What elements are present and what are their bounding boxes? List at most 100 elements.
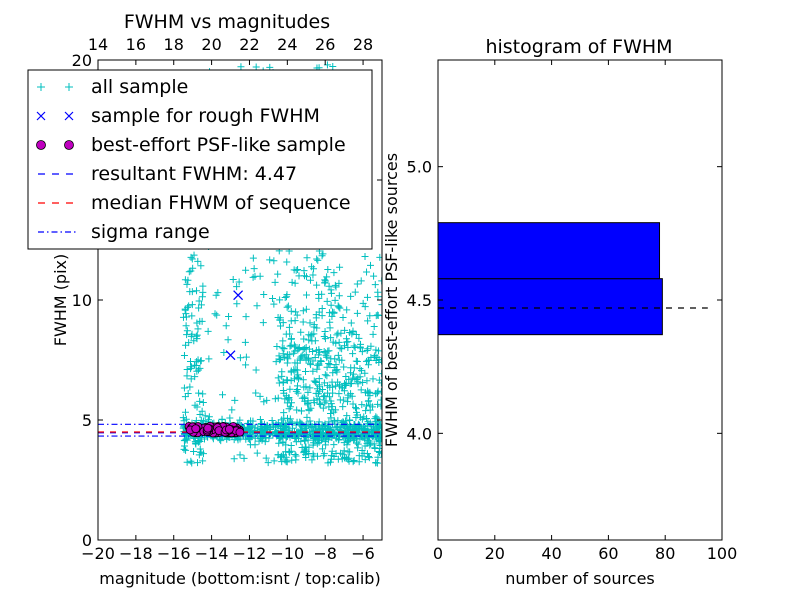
all-sample-point [37, 83, 45, 91]
all-sample-point [252, 63, 260, 71]
all-sample-point [357, 367, 365, 375]
all-sample-point [286, 403, 294, 411]
all-sample-point [298, 394, 306, 402]
all-sample-point [196, 317, 204, 325]
all-sample-point [183, 331, 191, 339]
legend-label: sample for rough FWHM [91, 105, 320, 127]
all-sample-point [363, 402, 371, 410]
all-sample-point [332, 361, 340, 369]
all-sample-point [286, 385, 294, 393]
all-sample-point [372, 312, 380, 320]
all-sample-point [282, 458, 290, 466]
all-sample-point [374, 311, 382, 319]
all-sample-point [196, 397, 204, 405]
all-sample-point [241, 338, 249, 346]
all-sample-point [292, 452, 300, 460]
scatter-chart: FWHM vs magnitudes −20 −18 −16 −14 −12 −10 −8−… [27, 11, 383, 588]
all-sample-point [310, 377, 318, 385]
all-sample-point [192, 439, 200, 447]
y-tick-label: 5.0 [407, 158, 432, 177]
y-tick-label: 10 [72, 291, 92, 310]
all-sample-point [292, 387, 300, 395]
all-sample-point [355, 334, 363, 342]
all-sample-point [283, 258, 291, 266]
all-sample-point [188, 459, 196, 467]
all-sample-point [188, 312, 196, 320]
all-sample-point [266, 256, 274, 264]
all-sample-point [329, 62, 337, 70]
all-sample-point [196, 364, 204, 372]
all-sample-point [291, 279, 299, 287]
all-sample-point [287, 335, 295, 343]
all-sample-point [193, 335, 201, 343]
all-sample-point [228, 406, 236, 414]
all-sample-point [229, 276, 237, 284]
all-sample-point [283, 293, 291, 301]
all-sample-point [315, 294, 323, 302]
all-sample-point [370, 323, 378, 331]
all-sample-point [300, 353, 308, 361]
all-sample-point [180, 384, 188, 392]
all-sample-point [334, 455, 342, 463]
all-sample-point [379, 431, 382, 433]
all-sample-point [253, 302, 261, 310]
all-sample-point [187, 457, 195, 465]
all-sample-point [275, 352, 283, 360]
all-sample-point [318, 312, 326, 320]
all-sample-point [294, 371, 302, 379]
all-sample-point [370, 272, 378, 280]
all-sample-point [300, 272, 308, 280]
rough-sample-point [233, 290, 244, 301]
all-sample-point [360, 413, 368, 421]
all-sample-point [336, 304, 344, 312]
histogram-plot-area [437, 222, 708, 336]
all-sample-point [240, 454, 248, 462]
all-sample-point [257, 419, 265, 427]
all-sample-point [324, 347, 332, 355]
all-sample-point [336, 263, 344, 271]
x-tick-label: −20 [81, 544, 115, 563]
all-sample-point [287, 341, 295, 349]
all-sample-point [339, 314, 347, 322]
all-sample-point [332, 449, 340, 457]
y-tick-label: 4.5 [407, 291, 432, 310]
all-sample-point [377, 388, 382, 396]
all-sample-point [373, 389, 381, 397]
legend-label: median FHWM of sequence [91, 192, 351, 214]
all-sample-point [312, 378, 320, 386]
all-sample-point [310, 323, 318, 331]
all-sample-point [324, 265, 332, 273]
top-tick-label: 14 [88, 35, 108, 54]
all-sample-point [335, 292, 343, 300]
all-sample-point [242, 313, 250, 321]
all-sample-point [190, 448, 198, 456]
all-sample-point [324, 382, 332, 390]
all-sample-point [358, 348, 366, 356]
all-sample-point [199, 457, 207, 465]
psf-sample-point [203, 423, 213, 433]
scatter-y-label: FWHM (pix) [51, 254, 70, 347]
all-sample-point [363, 346, 371, 354]
all-sample-point [253, 449, 261, 457]
all-sample-point [349, 350, 357, 358]
all-sample-point [191, 401, 199, 409]
all-sample-point [300, 335, 308, 343]
x-tick-label: 0 [433, 544, 443, 563]
all-sample-point [189, 264, 197, 272]
all-sample-point [347, 369, 355, 377]
legend-label: sigma range [91, 221, 210, 243]
all-sample-point [302, 305, 310, 313]
all-sample-point [270, 300, 278, 308]
all-sample-point [353, 309, 361, 317]
all-sample-point [372, 459, 380, 467]
all-sample-point [287, 377, 295, 385]
all-sample-point [370, 440, 378, 448]
all-sample-point [193, 367, 201, 375]
all-sample-point [334, 351, 342, 359]
all-sample-point [293, 385, 301, 393]
all-sample-point [335, 279, 343, 287]
all-sample-point [264, 459, 272, 467]
legend-label: all sample [91, 76, 188, 98]
all-sample-point [309, 271, 317, 279]
all-sample-point [314, 361, 322, 369]
